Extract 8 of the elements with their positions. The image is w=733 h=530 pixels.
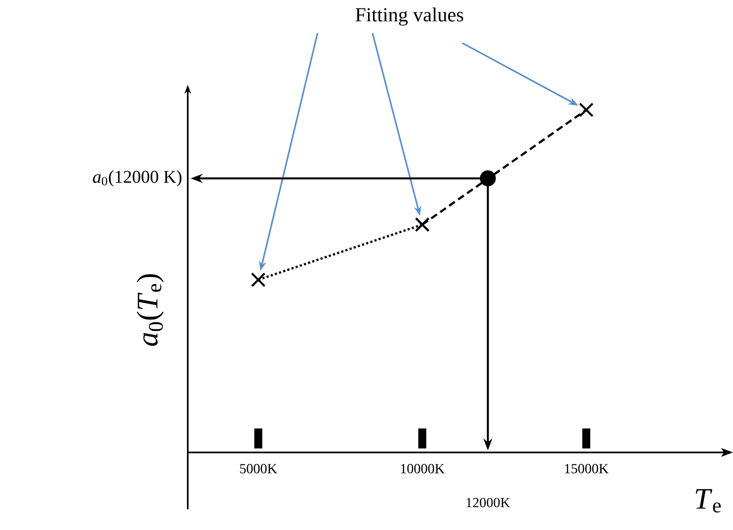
y-axis-title: a$_{0}$(T$_{e}$)	[136, 274, 164, 346]
x-axis-title: T$_{e}$	[696, 488, 721, 512]
x-tick-label: 15000K	[565, 464, 609, 474]
x-tick-label: 5000K	[240, 464, 278, 474]
text: 12000K	[466, 498, 510, 508]
x-tick-label: 10000K	[401, 464, 445, 474]
text: a$_{0}$(12000 K)	[92, 170, 182, 186]
text: Fitting values	[356, 7, 464, 26]
